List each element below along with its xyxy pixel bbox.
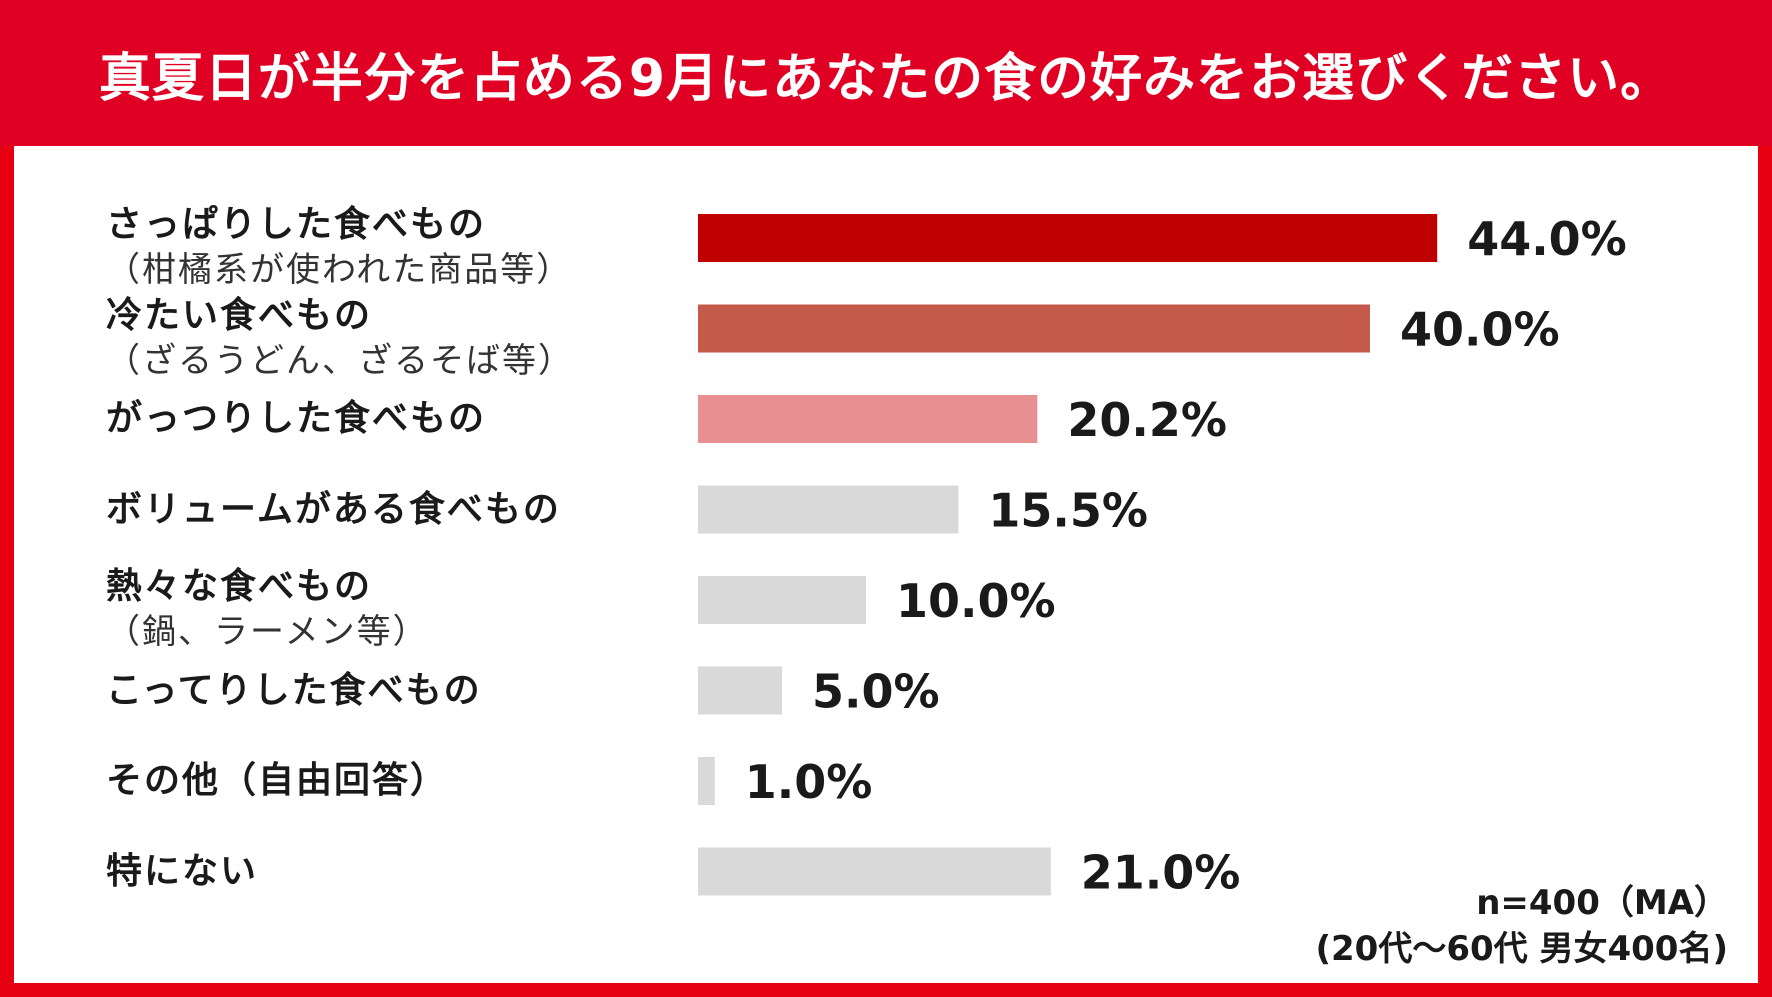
category-label-3: がっつりした食べもの <box>106 396 486 442</box>
sample-note: n=400（MA） (20代～60代 男女400名) <box>1315 880 1728 972</box>
title-banner <box>0 0 1772 146</box>
bar-5 <box>698 576 866 624</box>
category-name: 冷たい食べもの <box>106 294 373 336</box>
category-name: さっぱりした食べもの <box>106 204 487 245</box>
bar-8 <box>698 847 1051 896</box>
value-label-1: 44.0% <box>1467 212 1627 266</box>
value-label-4: 15.5% <box>988 484 1148 538</box>
category-note: （ざるうどん、ざるそば等） <box>106 340 574 381</box>
category-label-4: ボリュームがある食べもの <box>106 487 561 533</box>
category-label-8: 特にない <box>106 849 258 895</box>
bar-2 <box>698 304 1370 353</box>
category-name: こってりした食べもの <box>106 669 482 711</box>
bar-7 <box>698 757 715 805</box>
sample-description: (20代～60代 男女400名) <box>1315 929 1728 969</box>
category-note: （鍋、ラーメン等） <box>106 612 429 652</box>
bar-4 <box>698 485 959 534</box>
category-name: がっつりした食べもの <box>106 398 487 439</box>
value-label-8: 21.0% <box>1081 846 1241 900</box>
sample-size: n=400（MA） <box>1476 883 1728 923</box>
category-label-5: 熱々な食べもの （鍋、ラーメン等） <box>106 564 429 654</box>
bar-1 <box>698 214 1438 262</box>
value-label-3: 20.2% <box>1067 393 1227 447</box>
bar-6 <box>698 666 782 715</box>
category-label-7: その他（自由回答） <box>106 758 448 804</box>
value-label-5: 10.0% <box>896 574 1056 628</box>
category-name: ボリュームがある食べもの <box>106 488 561 530</box>
value-label-6: 5.0% <box>812 665 940 719</box>
category-name: 特にない <box>106 850 259 892</box>
chart-title: 真夏日が半分を占める9月にあなたの食の好みをお選びください。 <box>98 48 1674 109</box>
category-label-1: さっぱりした食べもの （柑橘系が使われた商品等） <box>106 202 572 292</box>
value-label-7: 1.0% <box>745 755 873 809</box>
category-name: その他（自由回答） <box>106 760 449 801</box>
category-note: （柑橘系が使われた商品等） <box>106 250 573 290</box>
bar-3 <box>698 395 1038 443</box>
value-label-2: 40.0% <box>1400 303 1560 357</box>
category-label-2: 冷たい食べもの （ざるうどん、ざるそば等） <box>106 293 574 383</box>
category-label-6: こってりした食べもの <box>106 668 482 714</box>
category-name: 熱々な食べもの <box>106 566 373 607</box>
